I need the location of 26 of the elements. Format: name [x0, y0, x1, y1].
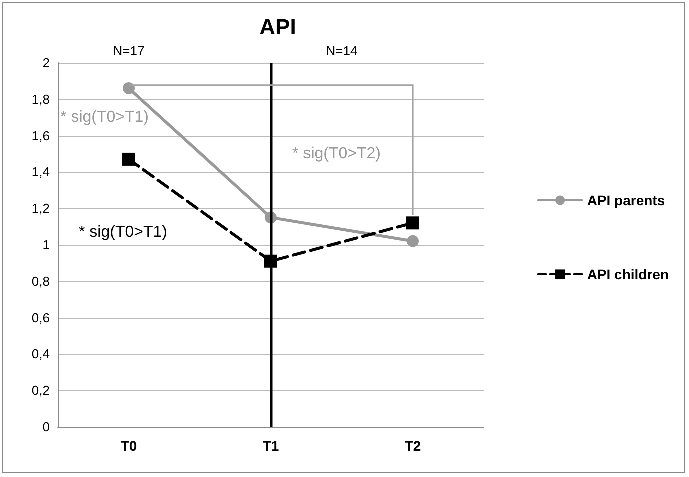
text: N=17	[113, 44, 145, 58]
y-tick-label: 2	[42, 56, 50, 70]
y-tick-label: 1,2	[32, 201, 50, 216]
y-tick-label: 1,8	[32, 92, 50, 107]
y-tick-label: 0,4	[32, 346, 50, 362]
x-tick-label: T0	[120, 438, 138, 454]
x-tick-label: T1	[262, 438, 280, 454]
y-tick-label: 1	[42, 238, 50, 252]
y-tick-label: 1,4	[32, 164, 50, 180]
y-tick-label: 0,8	[32, 274, 50, 289]
x-tick-label: T2	[404, 438, 422, 454]
legend-label: API children	[587, 266, 670, 282]
annotation: * sig(T0>T1)	[60, 109, 149, 126]
annotation: * sig(T0>T2)	[292, 146, 381, 162]
point	[406, 216, 420, 230]
y-tick-label: 1,6	[32, 128, 50, 144]
annotation: * sig(T0>T1)	[79, 224, 168, 241]
point	[123, 82, 135, 94]
text: N=14	[326, 44, 358, 58]
y-tick-label: 0,2	[32, 383, 50, 398]
legend-label: API parents	[587, 192, 666, 208]
y-tick-label: 0	[42, 420, 50, 434]
chart-title: API	[260, 14, 296, 40]
point	[407, 235, 419, 248]
y-tick-label: 0,6	[32, 310, 50, 326]
point	[122, 152, 136, 166]
